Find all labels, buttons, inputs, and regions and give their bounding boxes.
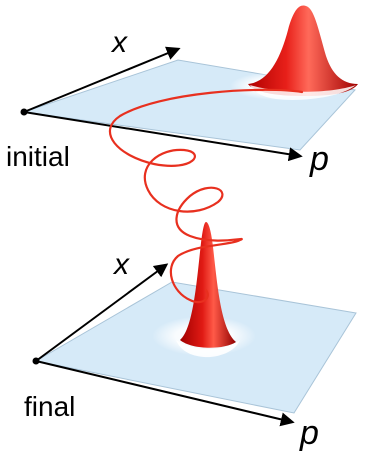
final-state-panel: x p final	[24, 222, 357, 451]
final-wavepacket-peak	[180, 222, 236, 348]
initial-origin-dot	[20, 108, 28, 116]
initial-state-label: initial	[6, 141, 70, 172]
initial-p-axis	[23, 111, 303, 162]
initial-state-panel: x p initial	[6, 5, 358, 178]
evolution-trajectory	[108, 88, 304, 304]
initial-peak-base	[250, 85, 356, 100]
final-x-label: x	[112, 248, 130, 281]
initial-x-label: x	[110, 26, 128, 59]
initial-p-label: p	[309, 140, 329, 178]
final-p-axis	[35, 360, 295, 427]
initial-x-axis	[23, 46, 181, 113]
final-origin-dot	[32, 357, 40, 365]
final-p-label: p	[299, 414, 319, 451]
final-peak-base	[176, 340, 240, 358]
final-x-axis	[35, 263, 169, 362]
initial-wavepacket-peak	[248, 5, 358, 96]
final-state-label: final	[24, 391, 75, 422]
